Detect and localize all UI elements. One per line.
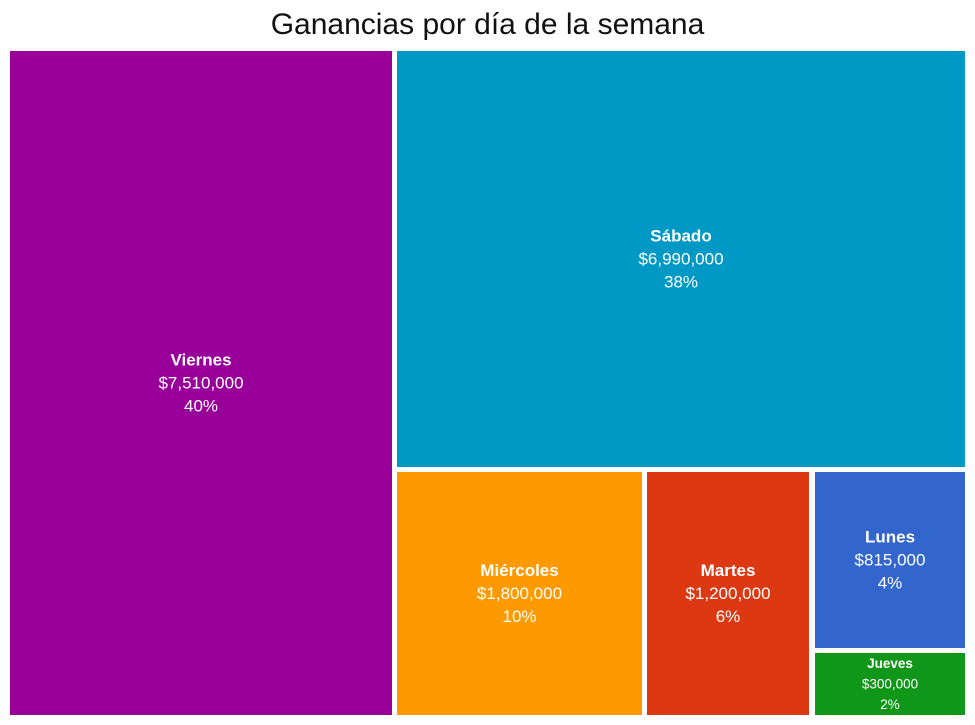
treemap-label-percent-viernes: 40%: [184, 397, 218, 416]
treemap-label-value-sabado: $6,990,000: [638, 250, 723, 269]
treemap-tile-sabado: Sábado $6,990,000 38%: [397, 51, 965, 467]
treemap-tile-lunes: Lunes $815,000 4%: [815, 472, 965, 648]
treemap-label-percent-miercoles: 10%: [502, 607, 536, 626]
treemap-tile-martes: Martes $1,200,000 6%: [647, 472, 809, 715]
treemap-label-name-sabado: Sábado: [650, 227, 711, 246]
treemap-label-value-miercoles: $1,800,000: [477, 584, 562, 603]
treemap-label-percent-jueves: 2%: [880, 697, 900, 712]
treemap-label-percent-sabado: 38%: [664, 273, 698, 292]
treemap-label-name-jueves: Jueves: [867, 656, 913, 671]
treemap-rect-lunes: [815, 472, 965, 648]
treemap-tile-miercoles: Miércoles $1,800,000 10%: [397, 472, 642, 715]
treemap-rect-miercoles: [397, 472, 642, 715]
treemap-rect-sabado: [397, 51, 965, 467]
treemap-rect-viernes: [10, 51, 392, 715]
treemap-label-percent-martes: 6%: [716, 607, 741, 626]
treemap-tile-viernes: Viernes $7,510,000 40%: [10, 51, 392, 715]
treemap-label-value-lunes: $815,000: [855, 551, 926, 570]
treemap-rect-martes: [647, 472, 809, 715]
treemap-label-name-viernes: Viernes: [170, 351, 231, 370]
chart-title: Ganancias por día de la semana: [270, 8, 705, 41]
treemap-rect-jueves: [815, 653, 965, 715]
treemap-label-name-martes: Martes: [701, 561, 756, 580]
treemap-label-value-martes: $1,200,000: [685, 584, 770, 603]
treemap-label-name-miercoles: Miércoles: [480, 561, 558, 580]
treemap-label-value-viernes: $7,510,000: [158, 374, 243, 393]
treemap-label-name-lunes: Lunes: [865, 528, 915, 547]
treemap-tile-jueves: Jueves $300,000 2%: [815, 653, 965, 715]
treemap-label-value-jueves: $300,000: [862, 677, 918, 692]
treemap-label-percent-lunes: 4%: [878, 574, 903, 593]
